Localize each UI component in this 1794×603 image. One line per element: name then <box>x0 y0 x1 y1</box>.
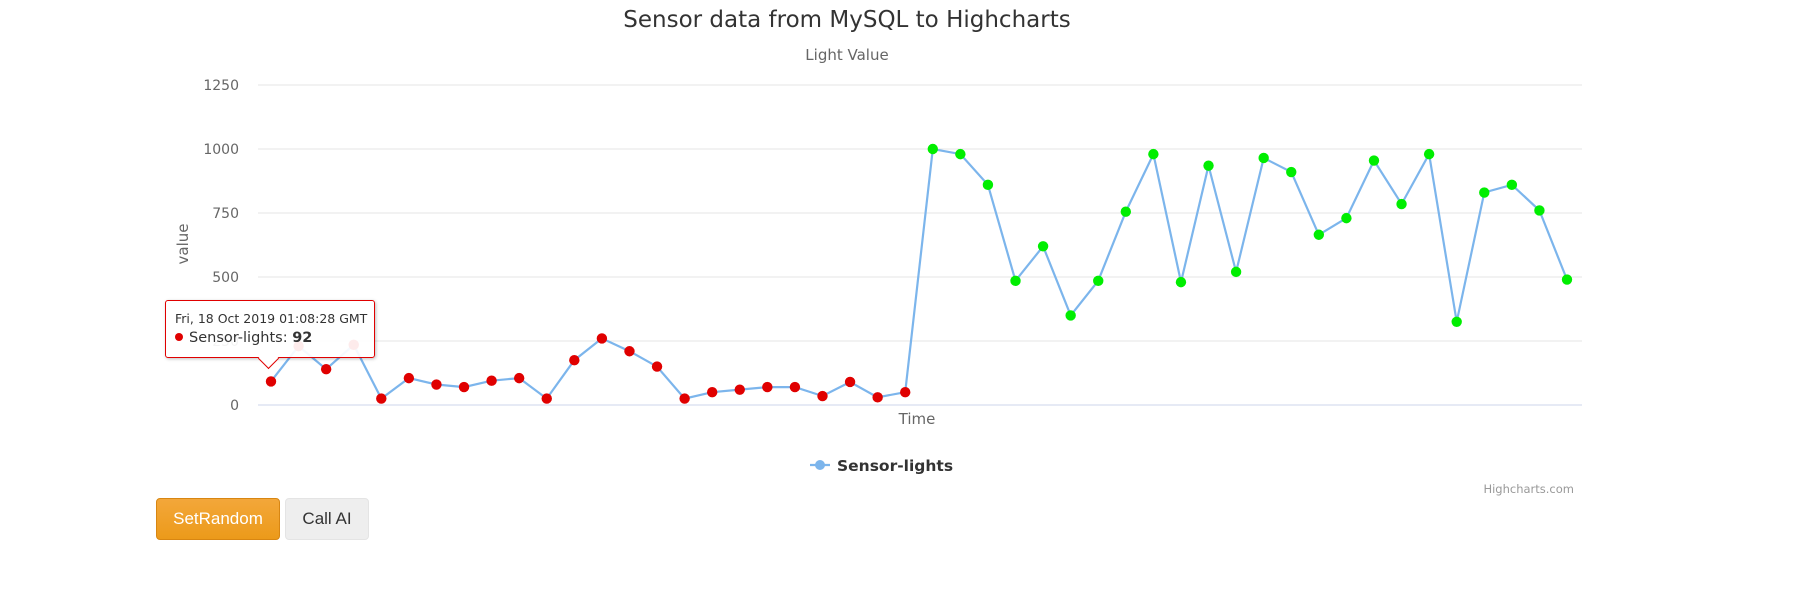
chart-subtitle: Light Value <box>805 46 888 64</box>
data-point[interactable] <box>1534 205 1545 216</box>
data-point[interactable] <box>679 393 690 404</box>
series-markers <box>265 143 1573 404</box>
data-point[interactable] <box>1203 160 1214 171</box>
y-tick-label: 500 <box>212 270 239 286</box>
data-point[interactable] <box>706 387 718 398</box>
data-point[interactable] <box>789 381 801 393</box>
data-point[interactable] <box>1258 152 1269 164</box>
data-point[interactable] <box>1010 275 1021 287</box>
y-tick-label: 1250 <box>203 78 239 94</box>
data-point[interactable] <box>1065 310 1076 321</box>
tooltip: Fri, 18 Oct 2019 01:08:28 GMT Sensor-lig… <box>165 300 375 370</box>
tooltip-time: Fri, 18 Oct 2019 01:08:28 GMT <box>175 311 368 326</box>
data-point[interactable] <box>1506 179 1518 191</box>
data-point[interactable] <box>1479 187 1490 198</box>
call-ai-button[interactable]: Call AI <box>285 498 369 540</box>
data-point[interactable] <box>1396 198 1407 210</box>
tooltip-row: Sensor-lights: 92 <box>175 330 312 346</box>
data-point[interactable] <box>955 148 966 160</box>
data-point[interactable] <box>403 372 415 384</box>
y-axis-labels: 025050075010001250 <box>203 78 239 414</box>
data-point[interactable] <box>320 363 332 375</box>
data-point[interactable] <box>1037 241 1049 252</box>
data-point[interactable] <box>1368 155 1380 166</box>
data-point[interactable] <box>569 355 580 366</box>
legend-symbol-marker <box>815 460 825 470</box>
credits-link[interactable]: Highcharts.com <box>1483 482 1574 496</box>
data-point[interactable] <box>900 387 911 398</box>
data-point[interactable] <box>1093 275 1104 287</box>
data-point[interactable] <box>872 392 883 403</box>
data-point[interactable] <box>1561 274 1573 285</box>
data-point[interactable] <box>486 375 497 386</box>
data-point[interactable] <box>1341 212 1352 224</box>
data-point[interactable] <box>1423 148 1435 160</box>
x-axis-title: Time <box>898 410 936 428</box>
data-point[interactable] <box>927 143 938 155</box>
y-axis-title: value <box>174 224 192 265</box>
data-point[interactable] <box>624 346 635 357</box>
grid-lines <box>258 84 1582 406</box>
tooltip-value: 92 <box>292 330 313 346</box>
data-point[interactable] <box>1230 266 1242 278</box>
set-random-button[interactable]: SetRandom <box>156 498 280 540</box>
data-point[interactable] <box>431 379 442 390</box>
data-point[interactable] <box>458 381 470 393</box>
tooltip-series-marker <box>175 333 183 341</box>
data-point[interactable] <box>762 381 773 393</box>
data-point[interactable] <box>376 393 387 404</box>
series-line <box>270 147 1569 401</box>
data-point[interactable] <box>1175 276 1187 288</box>
data-point[interactable] <box>1120 206 1132 217</box>
y-tick-label: 0 <box>230 398 239 414</box>
data-point[interactable] <box>817 390 828 402</box>
data-point[interactable] <box>513 372 525 384</box>
legend[interactable]: Sensor-lights <box>810 457 953 475</box>
data-point[interactable] <box>1451 316 1462 327</box>
data-point[interactable] <box>844 376 856 388</box>
data-point[interactable] <box>596 333 608 344</box>
data-point[interactable] <box>1313 229 1325 240</box>
data-point[interactable] <box>1148 148 1159 160</box>
data-point[interactable] <box>982 179 994 191</box>
tooltip-series-name: Sensor-lights <box>189 330 283 346</box>
data-point[interactable] <box>265 376 277 387</box>
legend-label[interactable]: Sensor-lights <box>837 457 953 475</box>
chart-title: Sensor data from MySQL to Highcharts <box>623 7 1070 33</box>
y-tick-label: 1000 <box>203 142 239 158</box>
data-point[interactable] <box>1286 166 1297 178</box>
data-point[interactable] <box>541 393 552 404</box>
data-point[interactable] <box>651 361 663 372</box>
y-tick-label: 750 <box>212 206 239 222</box>
data-point[interactable] <box>734 384 745 395</box>
